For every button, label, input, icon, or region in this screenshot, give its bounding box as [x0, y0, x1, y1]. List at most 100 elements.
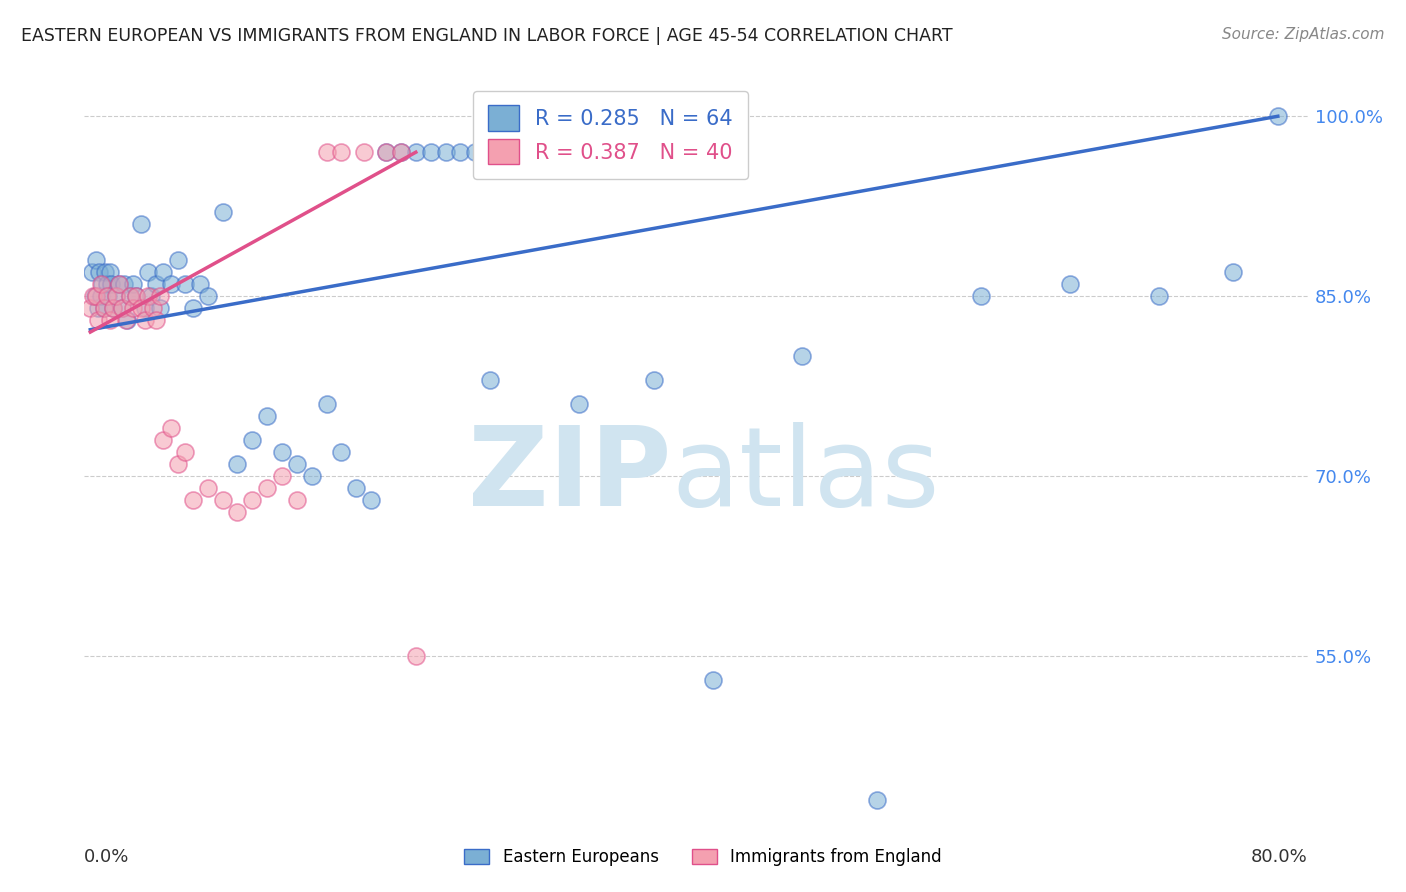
Point — [419, 145, 441, 160]
Point — [83, 289, 105, 303]
Point — [145, 313, 167, 327]
Point — [375, 145, 398, 160]
Point — [969, 289, 991, 303]
Point — [136, 265, 159, 279]
Point — [240, 433, 263, 447]
Point — [167, 457, 190, 471]
Point — [434, 145, 457, 160]
Point — [134, 301, 156, 315]
Point — [159, 421, 181, 435]
Point — [479, 373, 502, 387]
Point — [125, 289, 148, 303]
Point — [104, 289, 127, 303]
Point — [110, 301, 132, 315]
Legend: Eastern Europeans, Immigrants from England: Eastern Europeans, Immigrants from Engla… — [456, 840, 950, 875]
Point — [167, 253, 190, 268]
Text: 80.0%: 80.0% — [1251, 848, 1308, 866]
Point — [122, 277, 145, 292]
Point — [792, 349, 814, 363]
Point — [1267, 109, 1289, 123]
Point — [464, 145, 486, 160]
Point — [353, 145, 375, 160]
Point — [271, 469, 294, 483]
Point — [107, 277, 129, 292]
Point — [98, 265, 121, 279]
Point — [285, 492, 308, 507]
Point — [107, 277, 129, 292]
Point — [315, 397, 337, 411]
Point — [101, 301, 124, 315]
Point — [197, 481, 219, 495]
Point — [122, 301, 145, 315]
Point — [702, 673, 724, 687]
Point — [865, 793, 887, 807]
Point — [114, 277, 136, 292]
Point — [100, 277, 122, 292]
Point — [405, 145, 427, 160]
Text: 0.0%: 0.0% — [84, 848, 129, 866]
Point — [285, 457, 308, 471]
Point — [1059, 277, 1081, 292]
Point — [90, 277, 112, 292]
Point — [84, 253, 107, 268]
Point — [240, 492, 263, 507]
Point — [115, 313, 138, 327]
Point — [104, 289, 127, 303]
Point — [149, 289, 172, 303]
Point — [330, 145, 353, 160]
Point — [91, 277, 114, 292]
Point — [125, 289, 148, 303]
Text: atlas: atlas — [672, 422, 941, 529]
Point — [84, 289, 107, 303]
Point — [174, 277, 197, 292]
Point — [93, 301, 115, 315]
Point — [449, 145, 471, 160]
Point — [256, 409, 278, 423]
Point — [136, 289, 159, 303]
Point — [226, 505, 249, 519]
Point — [1147, 289, 1170, 303]
Point — [256, 481, 278, 495]
Point — [120, 289, 142, 303]
Point — [360, 492, 382, 507]
Point — [142, 301, 165, 315]
Point — [211, 205, 233, 219]
Point — [389, 145, 412, 160]
Point — [94, 265, 117, 279]
Point — [271, 445, 294, 459]
Point — [110, 301, 132, 315]
Text: Source: ZipAtlas.com: Source: ZipAtlas.com — [1222, 27, 1385, 42]
Point — [101, 301, 124, 315]
Point — [89, 265, 111, 279]
Point — [149, 301, 172, 315]
Point — [375, 145, 398, 160]
Point — [643, 373, 665, 387]
Point — [129, 301, 152, 315]
Point — [90, 289, 112, 303]
Point — [197, 289, 219, 303]
Legend: R = 0.285   N = 64, R = 0.387   N = 40: R = 0.285 N = 64, R = 0.387 N = 40 — [472, 91, 748, 179]
Point — [226, 457, 249, 471]
Point — [405, 648, 427, 663]
Point — [211, 492, 233, 507]
Point — [134, 313, 156, 327]
Point — [344, 481, 367, 495]
Point — [568, 397, 591, 411]
Point — [159, 277, 181, 292]
Point — [129, 217, 152, 231]
Point — [82, 289, 104, 303]
Point — [117, 313, 139, 327]
Point — [87, 313, 110, 327]
Point — [120, 289, 142, 303]
Point — [145, 277, 167, 292]
Point — [188, 277, 211, 292]
Point — [98, 313, 121, 327]
Point — [79, 301, 101, 315]
Point — [87, 301, 110, 315]
Point — [96, 277, 118, 292]
Point — [181, 492, 204, 507]
Point — [93, 301, 115, 315]
Point — [389, 145, 412, 160]
Text: EASTERN EUROPEAN VS IMMIGRANTS FROM ENGLAND IN LABOR FORCE | AGE 45-54 CORRELATI: EASTERN EUROPEAN VS IMMIGRANTS FROM ENGL… — [21, 27, 953, 45]
Point — [174, 445, 197, 459]
